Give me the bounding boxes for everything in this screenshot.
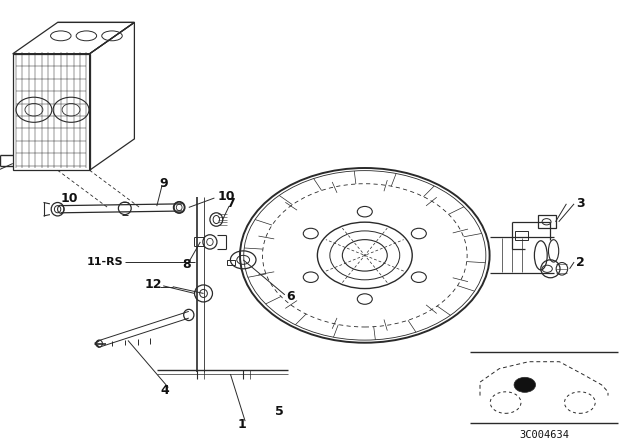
- Bar: [515, 231, 528, 240]
- Text: 2: 2: [576, 255, 585, 269]
- Text: 8: 8: [182, 258, 191, 271]
- Bar: [538, 215, 556, 228]
- Text: 10: 10: [218, 190, 235, 203]
- Text: 11-RS: 11-RS: [87, 257, 124, 267]
- Text: 3: 3: [576, 197, 584, 211]
- Text: 12: 12: [145, 278, 162, 291]
- Text: 5: 5: [275, 405, 284, 418]
- Text: 4: 4: [161, 384, 170, 397]
- Bar: [13, 54, 90, 170]
- Bar: [227, 260, 235, 265]
- Text: 10: 10: [60, 191, 78, 205]
- Text: 7: 7: [226, 197, 235, 211]
- Circle shape: [514, 377, 536, 392]
- Text: 9: 9: [159, 177, 168, 190]
- Text: 6: 6: [287, 290, 295, 303]
- Text: 1: 1: [237, 418, 246, 431]
- Text: 3C004634: 3C004634: [519, 430, 569, 439]
